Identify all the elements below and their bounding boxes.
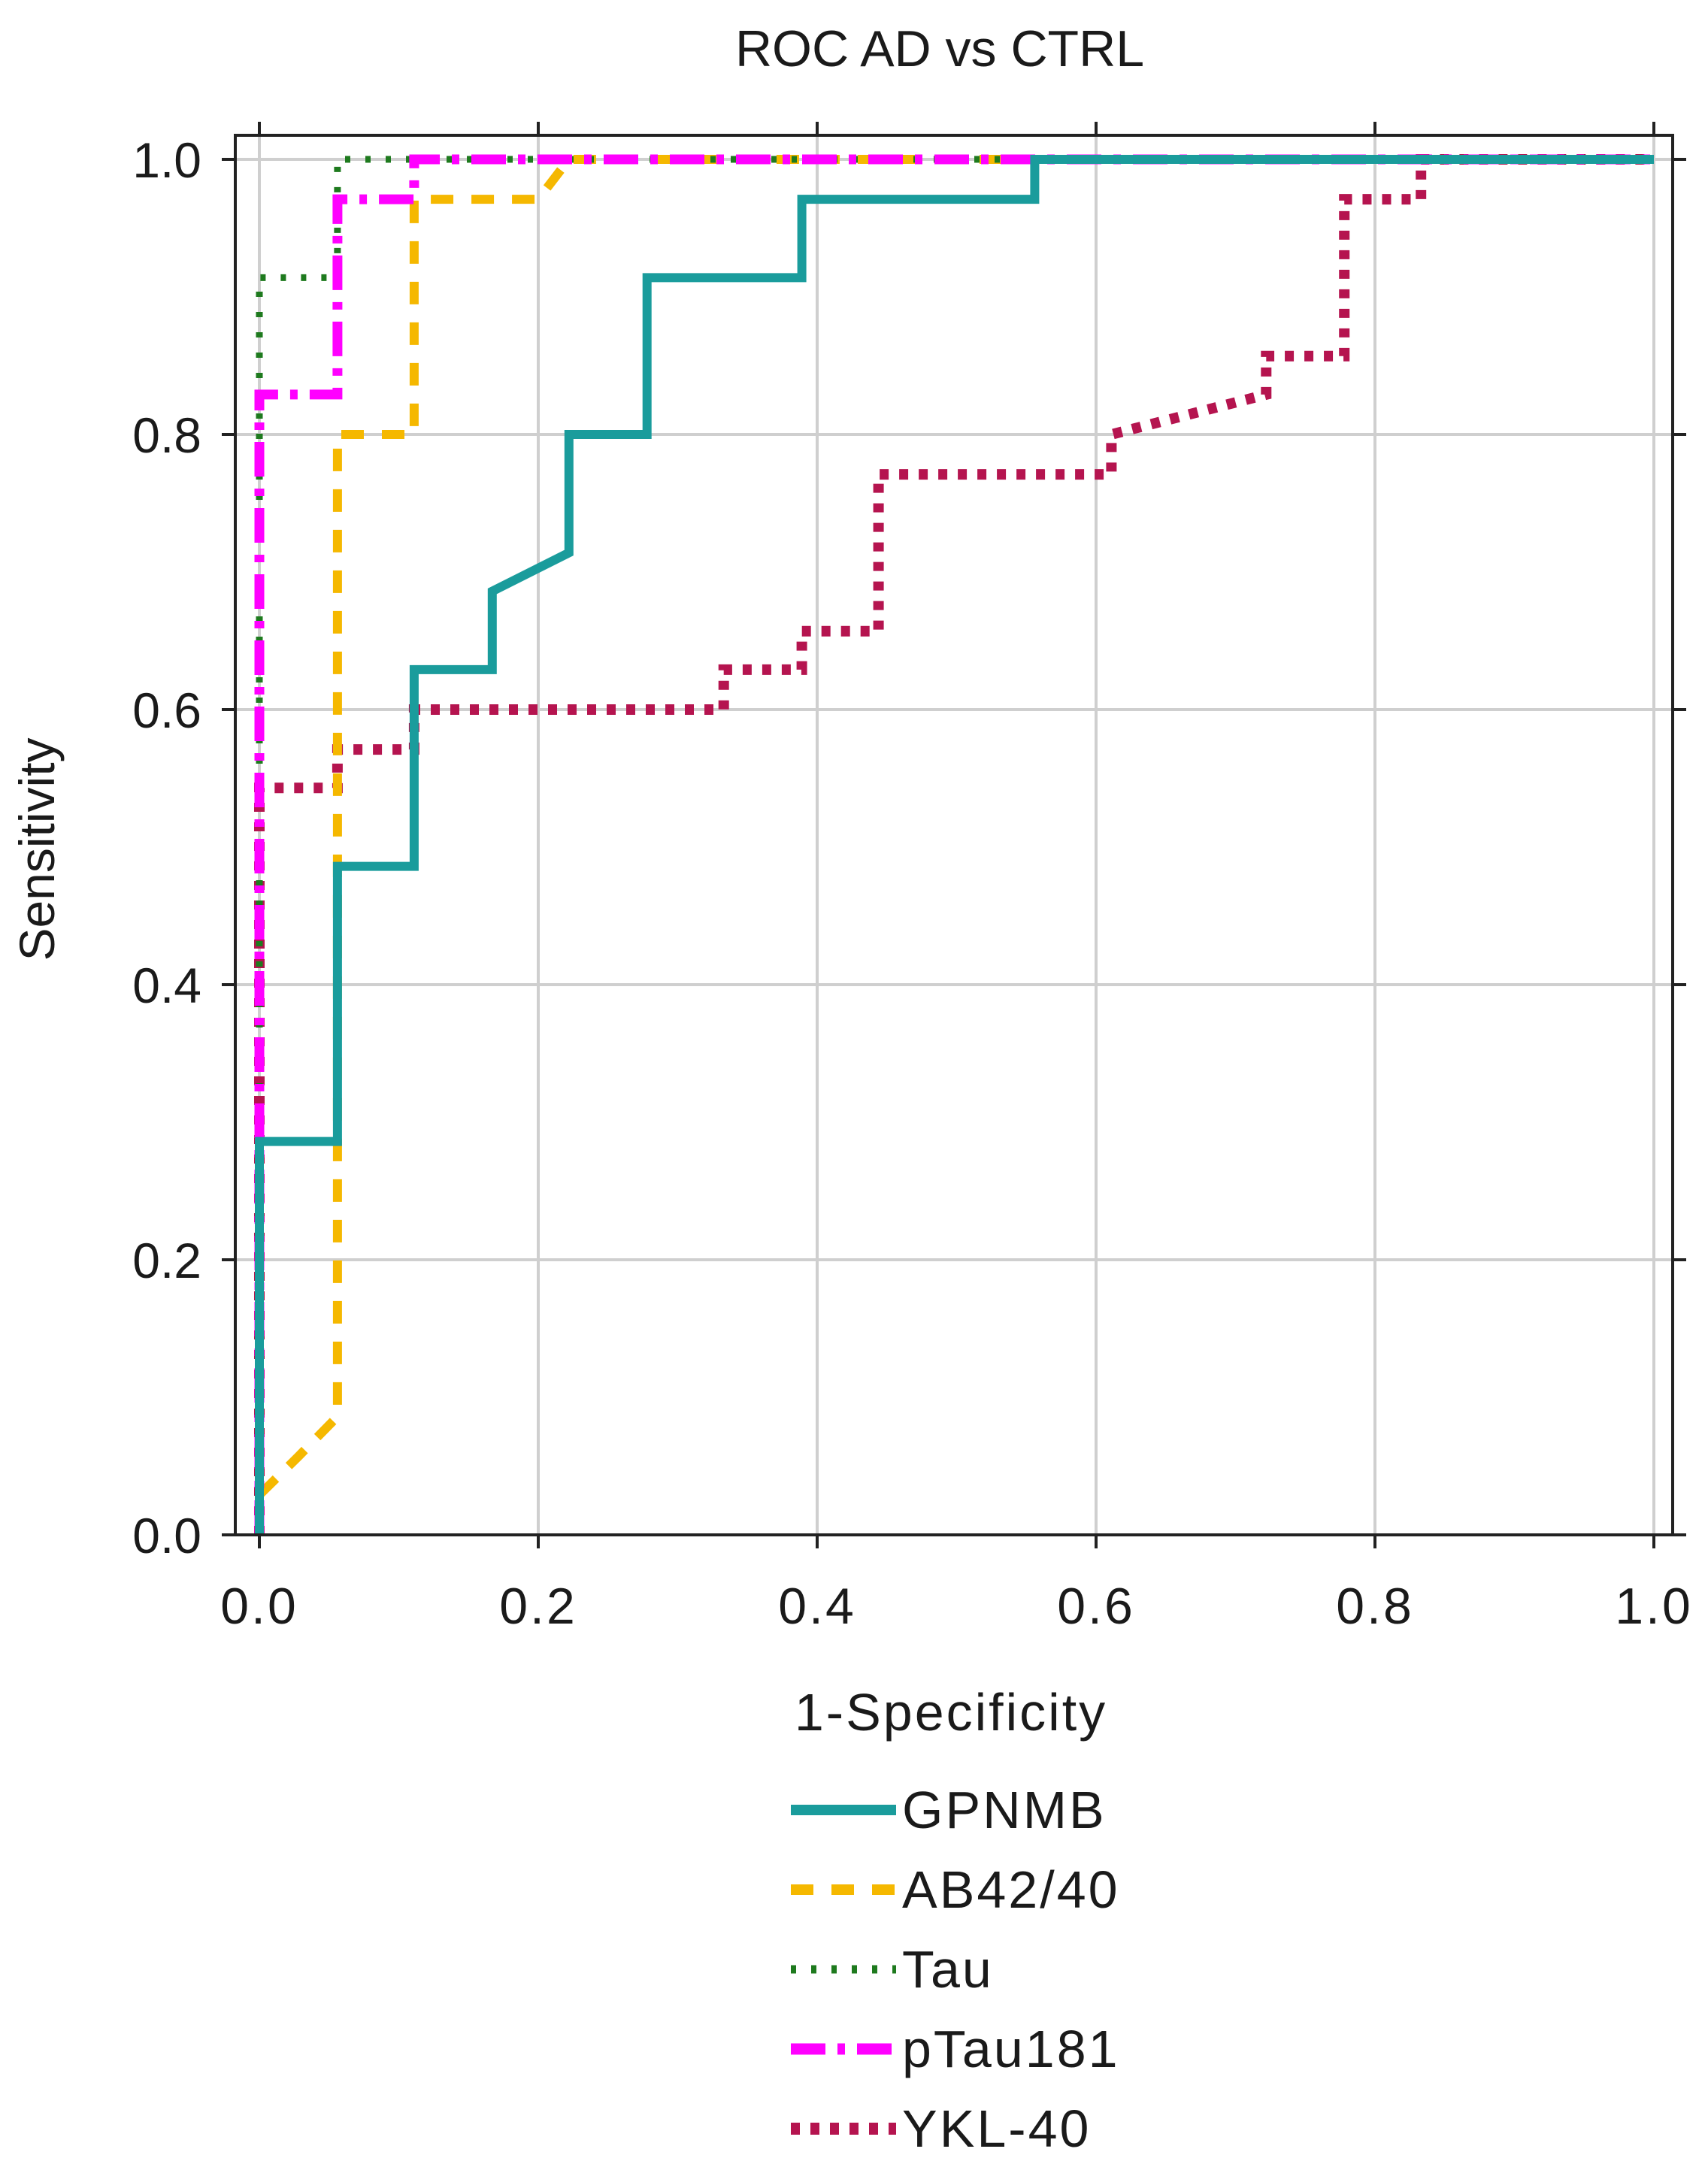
legend-label: pTau181 bbox=[902, 2020, 1120, 2078]
x-axis-ticks: 0.0 0.2 0.4 0.6 0.8 1.0 bbox=[220, 122, 1693, 1635]
series-line-tau bbox=[256, 156, 1654, 1535]
y-axis-ticks: 0.0 0.2 0.4 0.6 0.8 1.0 bbox=[132, 132, 1686, 1563]
x-tick-label: 0.0 bbox=[220, 1578, 298, 1635]
grid bbox=[235, 135, 1673, 1536]
x-tick-label: 1.0 bbox=[1615, 1578, 1693, 1635]
y-tick-label: 1.0 bbox=[132, 132, 201, 188]
series-line-ykl-40 bbox=[254, 154, 1654, 1535]
x-axis-label: 1-Specificity bbox=[795, 1683, 1107, 1742]
x-tick-label: 0.4 bbox=[778, 1578, 856, 1635]
chart-title: ROC AD vs CTRL bbox=[735, 20, 1144, 77]
series-lines bbox=[254, 154, 1654, 1535]
legend-label: GPNMB bbox=[902, 1781, 1107, 1839]
y-tick-label: 0.6 bbox=[132, 683, 201, 738]
series-line-ptau181 bbox=[254, 154, 1654, 1535]
series-line-ab42-40 bbox=[255, 155, 1654, 1535]
y-tick-label: 0.8 bbox=[132, 407, 201, 463]
legend-label: YKL-40 bbox=[902, 2099, 1091, 2158]
legend-label: Tau bbox=[902, 1940, 994, 1999]
x-tick-label: 0.2 bbox=[499, 1578, 577, 1635]
plot-frame bbox=[234, 134, 1674, 1536]
y-tick-label: 0.0 bbox=[132, 1508, 201, 1563]
series-line-gpnmb bbox=[255, 155, 1654, 1535]
legend-label: AB42/40 bbox=[902, 1860, 1120, 1919]
y-axis-label: Sensitivity bbox=[9, 737, 65, 961]
x-tick-label: 0.8 bbox=[1336, 1578, 1414, 1635]
y-tick-label: 0.2 bbox=[132, 1233, 201, 1288]
legend: GPNMB AB42/40 Tau pTau181 YKL-40 bbox=[791, 1781, 1120, 2158]
x-tick-label: 0.6 bbox=[1057, 1578, 1135, 1635]
y-tick-label: 0.4 bbox=[132, 958, 201, 1013]
